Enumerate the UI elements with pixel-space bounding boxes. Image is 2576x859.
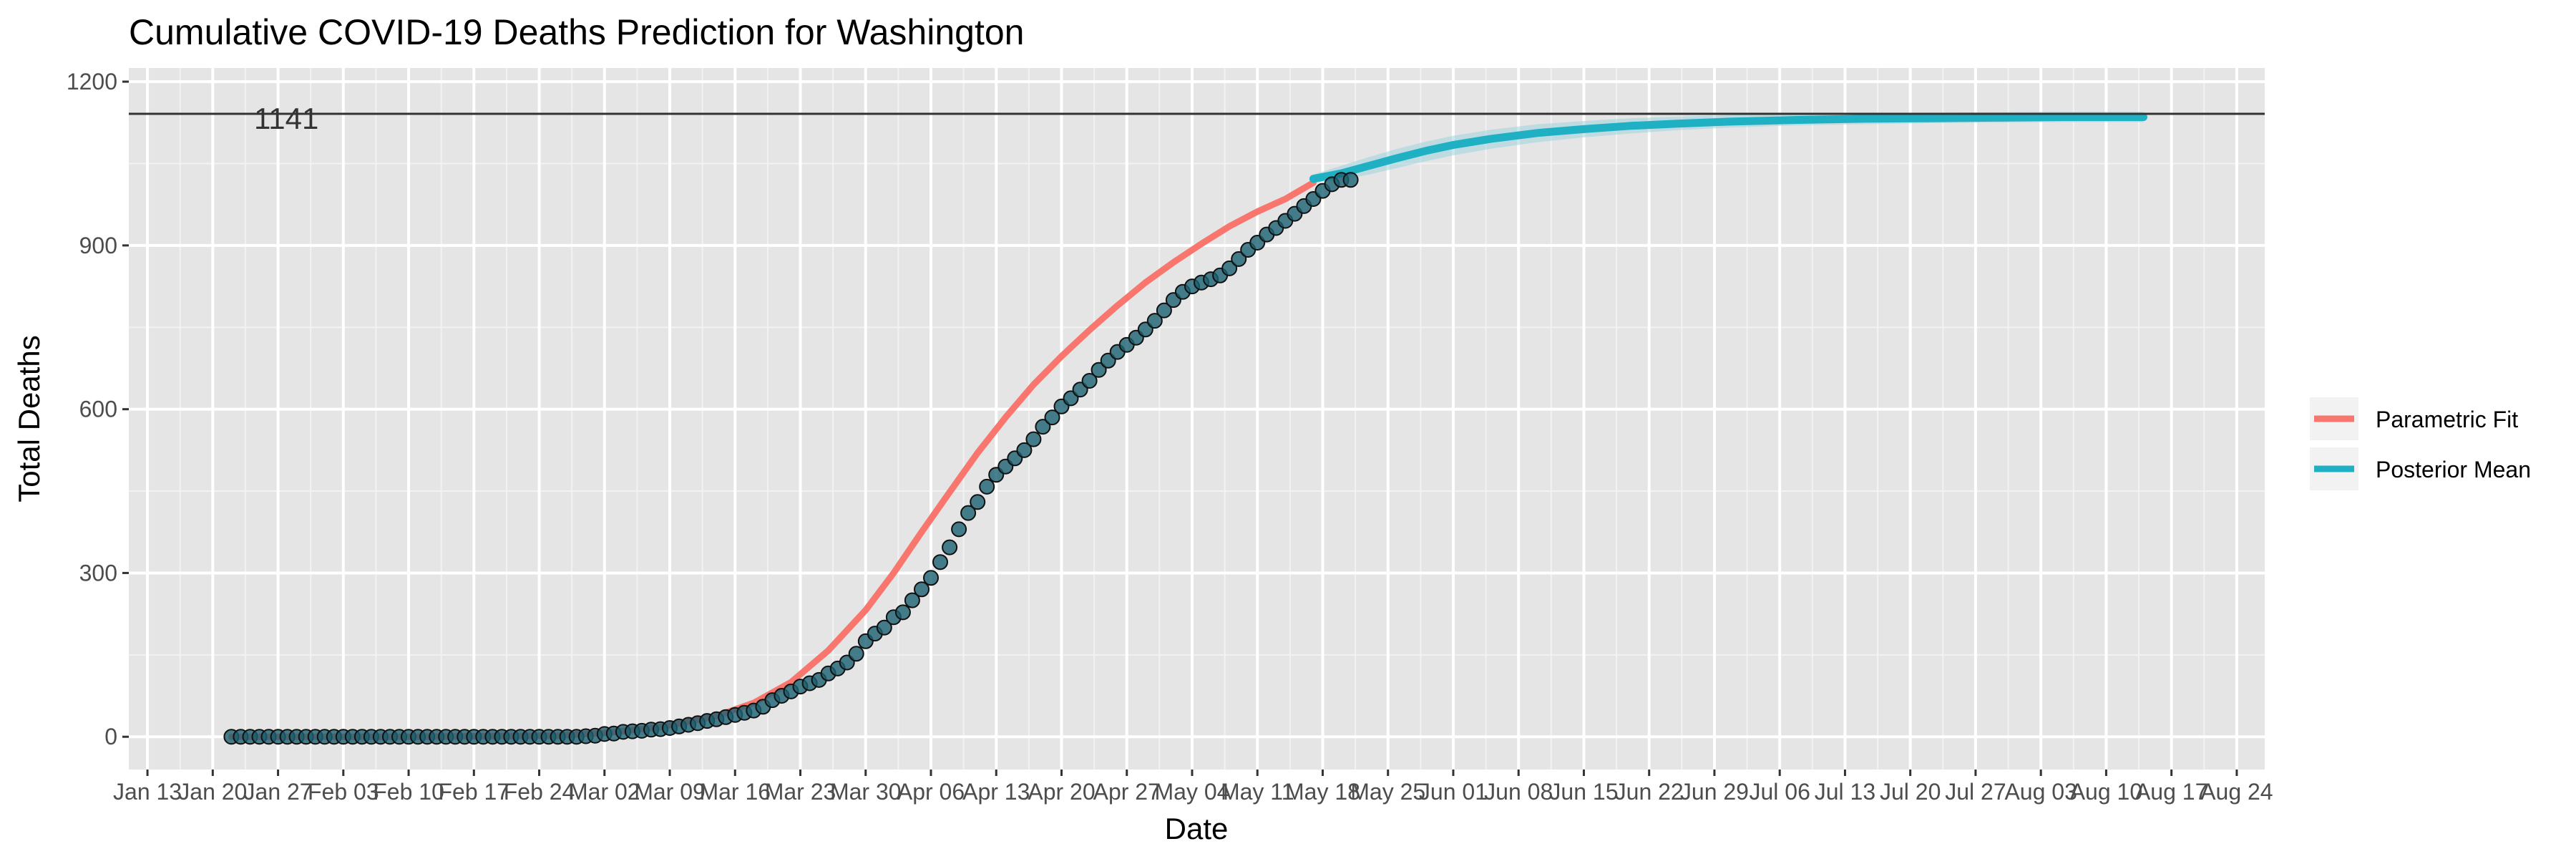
observed-point bbox=[1035, 419, 1051, 435]
observed-point bbox=[970, 494, 986, 510]
reference-line-label: 1141 bbox=[254, 102, 318, 135]
y-tick-label: 900 bbox=[79, 233, 117, 258]
observed-point bbox=[1016, 442, 1033, 458]
x-tick-label: Apr 13 bbox=[962, 779, 1030, 805]
x-tick-label: Aug 10 bbox=[2070, 779, 2142, 805]
observed-point bbox=[848, 646, 864, 662]
observed-point bbox=[979, 478, 995, 495]
x-tick-label: Jan 20 bbox=[178, 779, 247, 805]
observed-point bbox=[1221, 260, 1238, 276]
y-tick-label: 300 bbox=[79, 560, 117, 586]
observed-point bbox=[1081, 373, 1098, 389]
x-tick-label: Jun 22 bbox=[1615, 779, 1684, 805]
observed-point bbox=[923, 570, 939, 586]
x-tick-label: Feb 03 bbox=[308, 779, 379, 805]
x-tick-label: May 25 bbox=[1350, 779, 1425, 805]
grid-major-x bbox=[146, 68, 2238, 770]
x-tick-label: Jun 01 bbox=[1419, 779, 1488, 805]
x-tick-label: Mar 16 bbox=[699, 779, 771, 805]
x-tick-label: Jun 29 bbox=[1680, 779, 1749, 805]
legend-label-posterior-mean: Posterior Mean bbox=[2376, 457, 2531, 482]
x-tick-label: May 18 bbox=[1285, 779, 1360, 805]
x-tick-label: Aug 03 bbox=[2004, 779, 2077, 805]
observed-point bbox=[1342, 172, 1359, 188]
x-tick-label: Apr 06 bbox=[897, 779, 965, 805]
x-axis-title: Date bbox=[1165, 812, 1229, 845]
y-axis: 0 300 600 900 1200 bbox=[67, 69, 129, 749]
x-tick-label: Jul 13 bbox=[1815, 779, 1875, 805]
x-tick-label: Feb 24 bbox=[504, 779, 575, 805]
x-tick-label: Aug 24 bbox=[2200, 779, 2273, 805]
grid-minor-y bbox=[129, 162, 2265, 656]
x-tick-label: Mar 09 bbox=[634, 779, 706, 805]
x-tick-label: Apr 27 bbox=[1093, 779, 1161, 805]
plot-panel bbox=[129, 68, 2265, 770]
observed-point bbox=[904, 592, 920, 608]
chart-title: Cumulative COVID-19 Deaths Prediction fo… bbox=[129, 12, 1024, 52]
legend-label-parametric-fit: Parametric Fit bbox=[2376, 407, 2518, 432]
observed-point bbox=[942, 539, 958, 555]
observed-point bbox=[932, 554, 948, 571]
posterior-band bbox=[1313, 112, 2144, 183]
y-tick-label: 0 bbox=[104, 724, 117, 749]
observed-point bbox=[1044, 409, 1060, 426]
x-tick-label: Mar 30 bbox=[830, 779, 902, 805]
x-tick-label: Jan 13 bbox=[113, 779, 182, 805]
observed-points bbox=[223, 172, 1359, 745]
y-axis-title: Total Deaths bbox=[12, 335, 46, 502]
x-tick-label: Jun 15 bbox=[1549, 779, 1618, 805]
x-tick-label: Mar 02 bbox=[569, 779, 640, 805]
observed-point bbox=[1146, 313, 1163, 329]
x-tick-label: Feb 17 bbox=[438, 779, 509, 805]
observed-point bbox=[1091, 361, 1107, 378]
observed-point bbox=[894, 604, 911, 621]
observed-point bbox=[914, 581, 930, 598]
observed-point bbox=[960, 505, 977, 521]
grid-minor-x bbox=[179, 68, 2205, 770]
x-tick-label: Aug 17 bbox=[2135, 779, 2207, 805]
x-tick-label: Jun 08 bbox=[1484, 779, 1553, 805]
x-tick-label: Jul 06 bbox=[1749, 779, 1810, 805]
x-tick-label: Jul 27 bbox=[1945, 779, 2006, 805]
y-tick-label: 1200 bbox=[67, 69, 117, 94]
x-tick-label: Feb 10 bbox=[373, 779, 444, 805]
x-tick-label: Mar 23 bbox=[765, 779, 836, 805]
x-tick-label: Apr 20 bbox=[1028, 779, 1095, 805]
observed-point bbox=[1025, 431, 1042, 447]
x-tick-label: May 11 bbox=[1221, 779, 1294, 805]
x-tick-label: Jan 27 bbox=[244, 779, 313, 805]
legend: Parametric Fit Posterior Mean bbox=[2310, 397, 2531, 490]
observed-point bbox=[876, 619, 892, 636]
x-tick-label: May 04 bbox=[1155, 779, 1230, 805]
observed-point bbox=[1156, 302, 1172, 319]
observed-point bbox=[951, 521, 967, 538]
posterior-mean-line bbox=[1309, 113, 2147, 183]
y-tick-label: 600 bbox=[79, 397, 117, 422]
observed-point bbox=[1231, 251, 1247, 267]
x-tick-label: Jul 20 bbox=[1880, 779, 1941, 805]
